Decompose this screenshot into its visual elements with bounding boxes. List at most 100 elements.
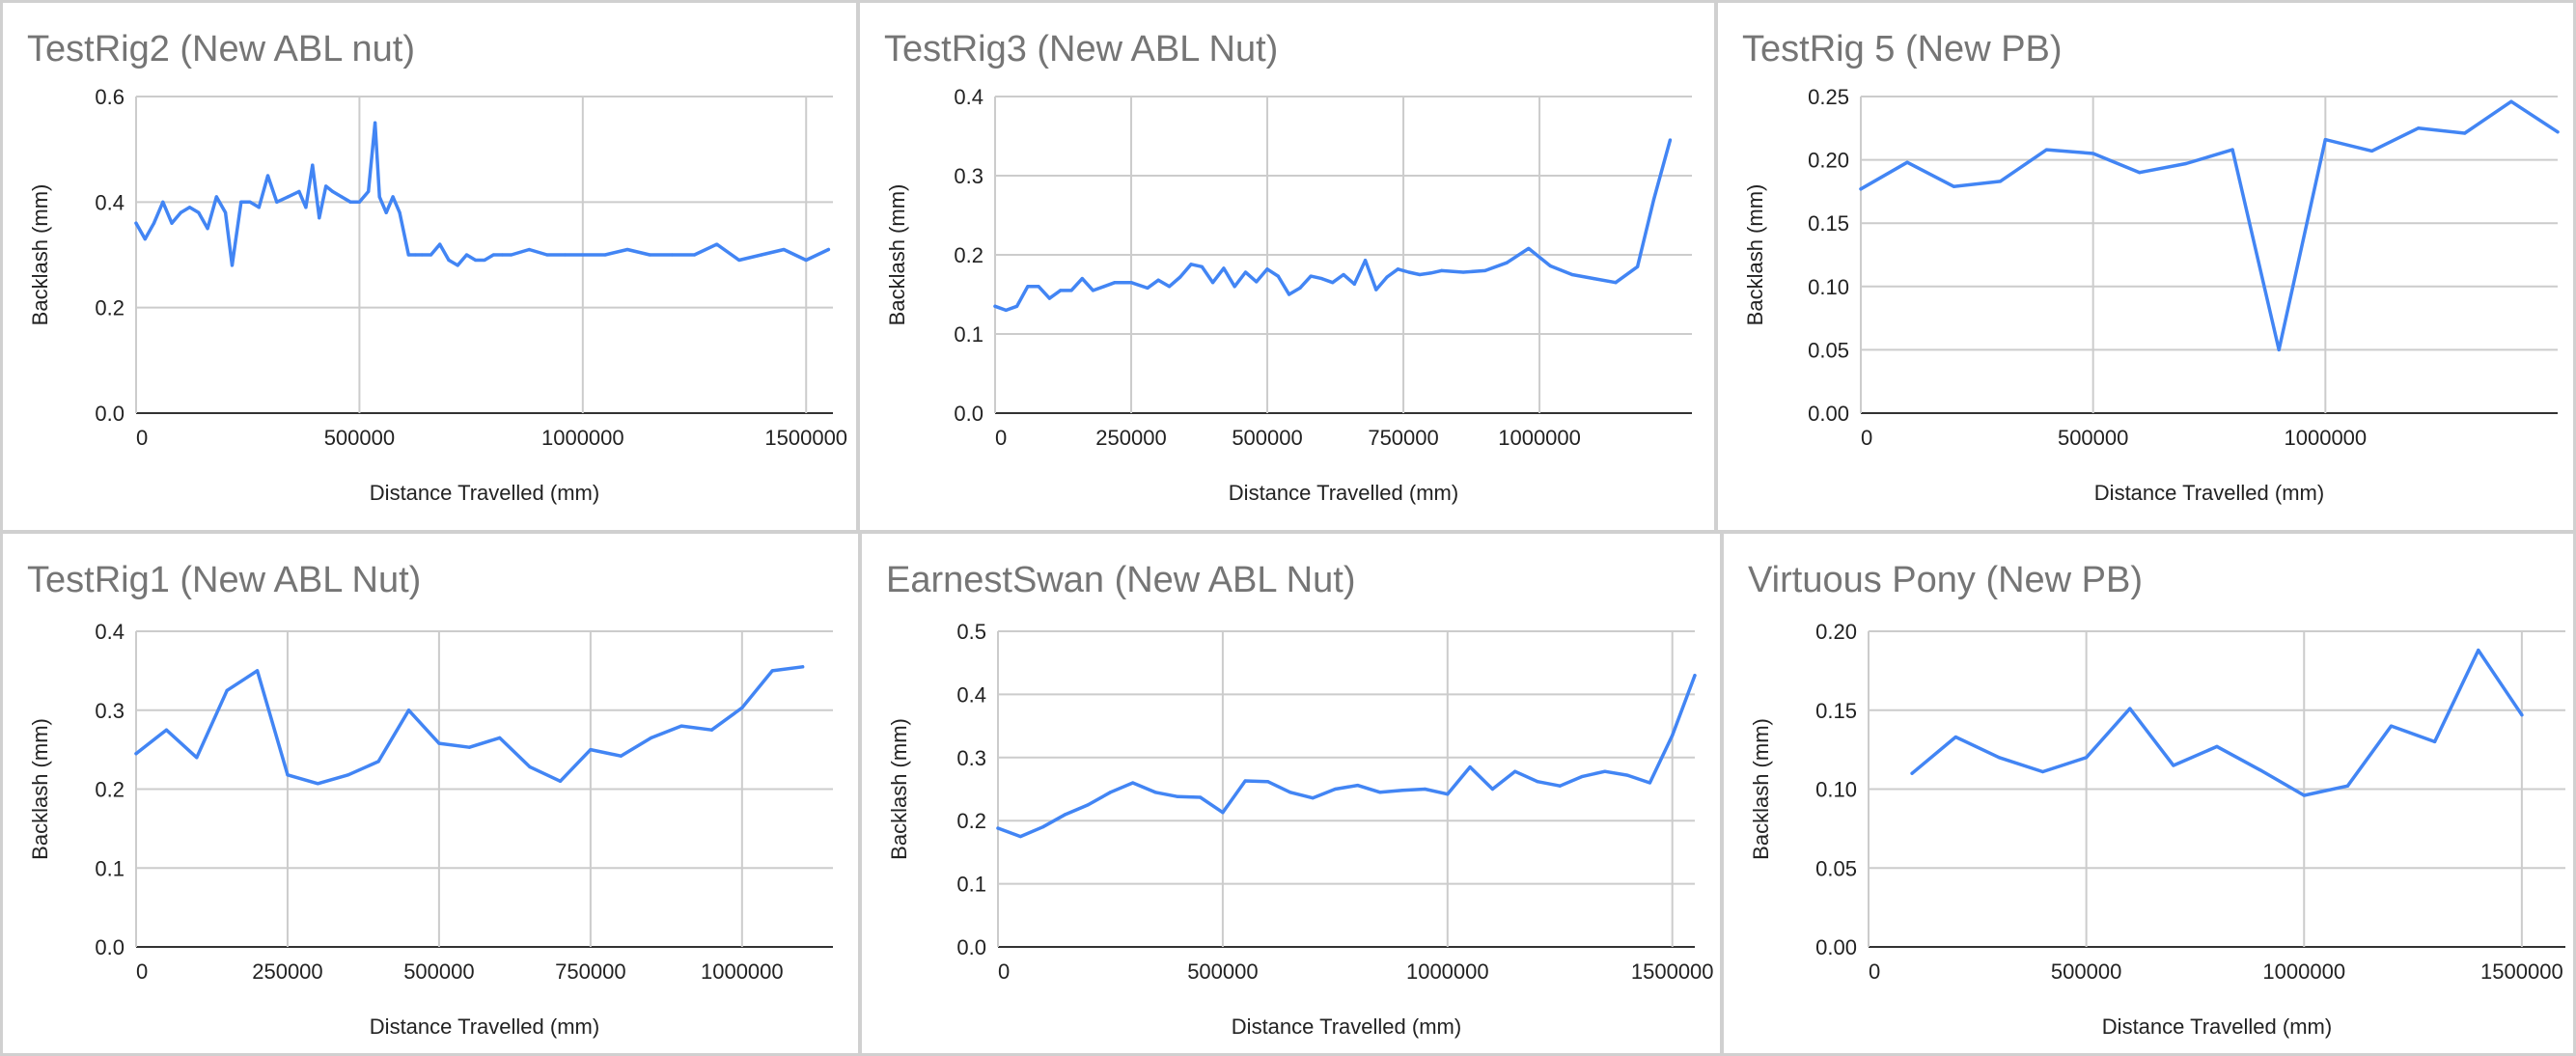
data-point — [1069, 289, 1073, 292]
data-point — [286, 773, 290, 777]
data-point — [1548, 264, 1552, 268]
chart-title: TestRig1 (New ABL Nut) — [27, 560, 421, 600]
data-point — [1614, 281, 1618, 285]
data-point — [1176, 794, 1179, 798]
data-point — [715, 242, 719, 246]
data-point — [1483, 268, 1487, 272]
data-point — [1461, 270, 1465, 274]
data-point — [740, 706, 744, 709]
data-point — [413, 253, 417, 257]
data-point — [223, 210, 228, 214]
data-point — [1211, 281, 1215, 285]
data-point — [670, 253, 674, 257]
data-point — [2369, 149, 2374, 153]
data-point — [1648, 781, 1652, 785]
x-tick-label: 0 — [136, 426, 148, 450]
y-axis-title: Backlash (mm) — [28, 184, 52, 326]
y-tick-label: 0.2 — [954, 243, 983, 267]
y-axis-title: Backlash (mm) — [28, 718, 52, 860]
data-point — [1363, 259, 1368, 263]
data-point — [239, 200, 243, 204]
data-point — [2128, 707, 2132, 710]
data-point — [1625, 773, 1629, 777]
data-point — [1385, 275, 1389, 279]
data-point — [1131, 781, 1135, 785]
data-point — [1222, 266, 1226, 270]
series-line — [134, 121, 831, 267]
y-tick-label: 0.0 — [95, 935, 125, 959]
data-point — [1265, 780, 1270, 784]
data-point — [1342, 272, 1345, 277]
data-point — [2417, 126, 2421, 130]
data-point — [709, 728, 714, 732]
data-point — [161, 200, 165, 204]
chart-panel-testrig5: TestRig 5 (New PB) 0.00 0.05 0.10 0.15 0.20 0.… — [1715, 0, 2576, 533]
data-point — [545, 253, 549, 257]
x-tick-label: 500000 — [1232, 426, 1302, 450]
data-point — [1243, 270, 1248, 274]
data-point — [406, 709, 411, 712]
data-point — [348, 200, 352, 204]
y-tick-label: 0.4 — [95, 190, 125, 214]
data-point — [464, 253, 469, 257]
x-tick-label: 500000 — [403, 959, 474, 984]
data-point — [1910, 771, 1914, 775]
data-point — [164, 728, 168, 732]
data-point — [826, 247, 830, 252]
data-point — [1635, 264, 1640, 268]
data-point — [1255, 280, 1259, 284]
x-tick-label: 1500000 — [2480, 959, 2563, 984]
data-point — [195, 756, 199, 760]
data-point — [760, 253, 763, 257]
data-point — [1167, 285, 1172, 289]
data-point — [384, 210, 388, 214]
y-tick-label: 0.20 — [1815, 620, 1857, 644]
data-point — [1527, 246, 1531, 251]
data-point — [1026, 285, 1030, 289]
data-point — [1953, 735, 1957, 739]
y-tick-label: 0.00 — [1808, 402, 1849, 426]
data-point — [1298, 286, 1302, 291]
x-tick-label: 250000 — [1095, 426, 1166, 450]
data-point — [1356, 783, 1360, 788]
data-point — [1129, 281, 1133, 285]
y-tick-label: 0.3 — [954, 164, 983, 188]
data-point — [1221, 811, 1225, 815]
chart-panel-testrig2: TestRig2 (New ABL nut) 0.0 0.2 0.4 0.6 0 50000… — [0, 0, 859, 533]
data-point — [134, 221, 138, 225]
data-point — [1200, 264, 1204, 268]
x-tick-label: 500000 — [324, 426, 395, 450]
chart-title: Virtuous Pony (New PB) — [1748, 560, 2143, 600]
data-point — [2345, 784, 2349, 788]
data-point — [1331, 281, 1335, 285]
data-point — [474, 258, 478, 263]
x-tick-label: 750000 — [555, 959, 625, 984]
data-point — [2091, 152, 2095, 155]
data-point — [1998, 180, 2002, 183]
y-axis-title: Backlash (mm) — [1749, 718, 1773, 860]
data-point — [179, 210, 182, 214]
data-point — [1439, 268, 1444, 272]
data-point — [1603, 769, 1607, 773]
y-tick-label: 0.15 — [1808, 211, 1849, 236]
data-point — [1113, 281, 1117, 285]
data-point — [804, 258, 808, 263]
chart-panel-testrig3: TestRig3 (New ABL Nut) 0.0 0.1 0.2 0.3 0.4 0 25… — [857, 0, 1717, 533]
data-point — [1558, 784, 1562, 788]
y-tick-label: 0.10 — [1808, 275, 1849, 299]
x-tick-label: 1000000 — [2285, 426, 2368, 450]
data-point — [225, 688, 229, 692]
data-point — [1064, 813, 1067, 817]
x-axis-title: Distance Travelled (mm) — [1229, 481, 1458, 505]
x-tick-label: 500000 — [2051, 959, 2121, 984]
data-point — [316, 782, 319, 786]
x-axis-title: Distance Travelled (mm) — [370, 1014, 599, 1039]
data-point — [1276, 274, 1280, 278]
data-point — [801, 665, 805, 669]
data-point — [1468, 765, 1472, 769]
data-point — [1580, 774, 1585, 779]
y-tick-label: 0.05 — [1808, 338, 1849, 362]
data-point — [2323, 138, 2327, 142]
data-point — [993, 304, 997, 308]
